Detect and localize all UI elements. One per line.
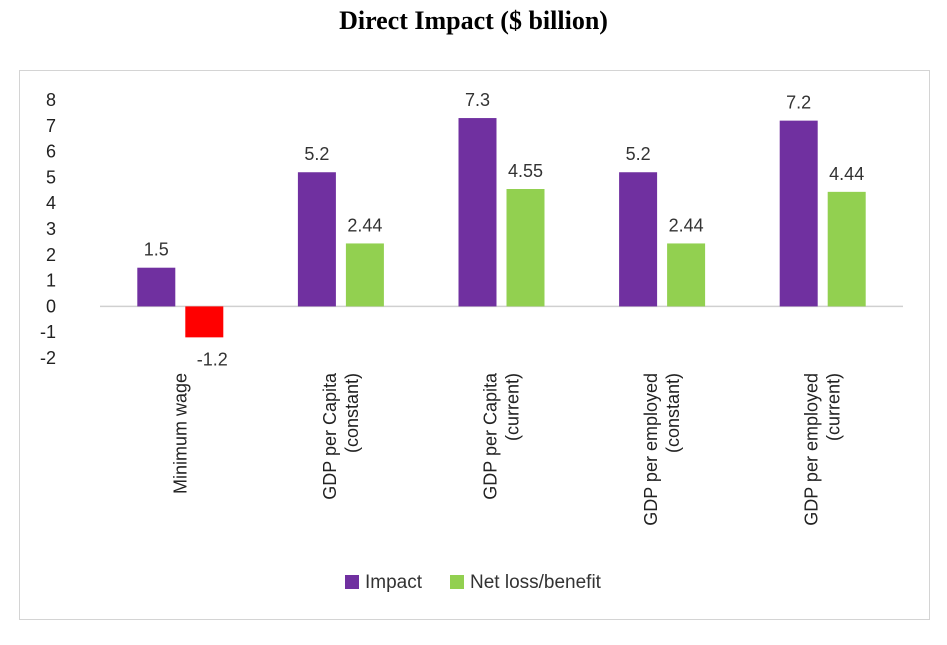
legend-label: Impact xyxy=(365,572,423,593)
y-tick-label: 3 xyxy=(46,219,56,239)
legend-label: Net loss/benefit xyxy=(470,572,602,593)
bar-net-loss-benefit xyxy=(827,191,866,307)
data-label: 2.44 xyxy=(347,215,382,235)
data-label: 1.5 xyxy=(144,240,169,260)
category-label-line: (current) xyxy=(824,373,844,441)
category-label-line: (current) xyxy=(503,373,523,441)
category-label: GDP per employed (current) xyxy=(802,373,844,526)
chart-frame xyxy=(19,70,930,620)
category-label: GDP per Capita (current) xyxy=(481,372,523,500)
y-tick-label: 4 xyxy=(46,193,56,213)
bar-impact xyxy=(137,267,176,307)
bar-net-loss-benefit xyxy=(185,306,224,338)
category-label-line: (constant) xyxy=(342,373,362,453)
category-label: Minimum wage xyxy=(170,373,190,494)
bar-net-loss-benefit xyxy=(345,243,384,307)
category-label-line: GDP per employed xyxy=(641,373,661,526)
category-label: GDP per employed (constant) xyxy=(641,373,683,526)
data-label: -1.2 xyxy=(197,349,228,369)
data-labels: 1.5 -1.2 5.2 2.44 7.3 4.55 5.2 2.44 7.2 4.44 xyxy=(144,90,864,369)
bar-net-loss-benefit xyxy=(506,189,545,307)
data-label: 4.44 xyxy=(829,164,864,184)
legend-swatch xyxy=(450,575,464,589)
bar-net-loss-benefit xyxy=(667,243,706,307)
legend: Impact Net loss/benefit xyxy=(345,572,602,593)
legend-swatch xyxy=(345,575,359,589)
y-tick-label: 7 xyxy=(46,116,56,136)
category-label-line: GDP per Capita xyxy=(481,372,501,500)
data-label: 7.2 xyxy=(786,93,811,113)
bar-impact xyxy=(297,172,336,307)
data-label: 5.2 xyxy=(626,144,651,164)
y-tick-label: 2 xyxy=(46,245,56,265)
category-label-line: (constant) xyxy=(663,373,683,453)
y-tick-label: 5 xyxy=(46,167,56,187)
y-tick-label: 0 xyxy=(46,296,56,316)
category-label: GDP per Capita (constant) xyxy=(320,372,362,500)
category-labels: Minimum wage GDP per Capita (constant) GDP … xyxy=(170,372,843,526)
y-tick-label: -2 xyxy=(40,348,56,368)
bar-impact xyxy=(779,120,818,307)
chart-title: Direct Impact ($ billion) xyxy=(339,6,608,35)
bars xyxy=(137,118,866,338)
category-label-line: Minimum wage xyxy=(170,373,190,494)
y-tick-label: -1 xyxy=(40,322,56,342)
bar-impact xyxy=(458,118,497,307)
data-label: 7.3 xyxy=(465,90,490,110)
y-axis: 8 7 6 5 4 3 2 1 0 -1 -2 xyxy=(40,90,56,368)
data-label: 4.55 xyxy=(508,161,543,181)
y-tick-label: 8 xyxy=(46,90,56,110)
data-label: 5.2 xyxy=(304,144,329,164)
category-label-line: GDP per Capita xyxy=(320,372,340,500)
y-tick-label: 1 xyxy=(46,271,56,291)
data-label: 2.44 xyxy=(669,215,704,235)
y-tick-label: 6 xyxy=(46,142,56,162)
category-label-line: GDP per employed xyxy=(802,373,822,526)
bar-impact xyxy=(619,172,658,307)
